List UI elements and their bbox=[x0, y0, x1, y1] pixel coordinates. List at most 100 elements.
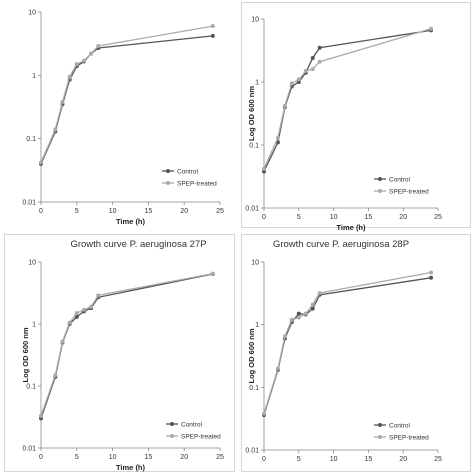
chart1-series-1-point bbox=[210, 33, 215, 38]
chart4-x-tick-label: 20 bbox=[399, 456, 407, 463]
chart3-legend-label-2: SPEP-treated bbox=[181, 433, 221, 440]
chart2-x-tick-label: 5 bbox=[297, 214, 301, 221]
chart3-x-tick-label: 0 bbox=[39, 454, 43, 461]
chart1-series-2-point bbox=[89, 51, 94, 56]
chart1-series-line-1 bbox=[40, 35, 213, 165]
chart4-y-tick-label: 0.1 bbox=[249, 385, 259, 392]
chart3-series-2-point bbox=[89, 304, 94, 309]
chart2-series-line-2 bbox=[263, 28, 432, 169]
chart2-y-axis-label: Log OD 600 nm bbox=[247, 86, 256, 141]
chart2-series-1-point bbox=[310, 56, 315, 61]
chart2-y-tick-label: 1 bbox=[255, 80, 259, 87]
chart3-y-tick-label: 0.01 bbox=[22, 446, 36, 453]
chart4-legend-label-1: Control bbox=[389, 422, 411, 429]
chart4-series-2-point bbox=[317, 291, 322, 296]
chart3-y-tick-label: 0.1 bbox=[26, 384, 36, 391]
chart4-legend-marker-2 bbox=[378, 435, 382, 439]
chart3-x-tick-label: 20 bbox=[180, 454, 188, 461]
chart4-series-2-point bbox=[289, 317, 294, 322]
chart4-series-1-point bbox=[429, 275, 434, 280]
chart-frame-bottom-right bbox=[241, 234, 471, 472]
chart4-x-tick-label: 10 bbox=[330, 456, 338, 463]
chart2-series-2-point bbox=[275, 135, 280, 140]
chart1-x-tick-label: 0 bbox=[39, 208, 43, 215]
chart2-x-tick-label: 10 bbox=[330, 214, 338, 221]
chart4-series-2-point bbox=[310, 302, 315, 307]
chart2-series-2-point bbox=[282, 103, 287, 108]
chart1-x-tick-label: 15 bbox=[145, 208, 153, 215]
chart4-series-1-point bbox=[310, 306, 315, 311]
chart4-series-2-point bbox=[296, 315, 301, 320]
chart2-legend-marker-2 bbox=[378, 189, 382, 193]
chart4-series-2-point bbox=[429, 270, 434, 275]
chart1-series-2-point bbox=[74, 62, 79, 67]
chart4-y-axis-label: Log OD 600 nm bbox=[247, 328, 256, 383]
chart3-series-2-point bbox=[74, 311, 79, 316]
chart1-x-tick-label: 20 bbox=[180, 208, 188, 215]
chart4-series-2-point bbox=[282, 334, 287, 339]
chart-frame-bottom-left bbox=[4, 234, 235, 472]
chart1-series-2-point bbox=[67, 74, 72, 79]
chart1-legend-marker-1 bbox=[166, 169, 170, 173]
chart4-x-tick-label: 5 bbox=[297, 456, 301, 463]
chart3-series-1-point bbox=[74, 314, 79, 319]
chart3-y-tick-label: 1 bbox=[32, 322, 36, 329]
chart3-y-tick-label: 10 bbox=[28, 260, 36, 267]
chart4-series-1-point bbox=[296, 311, 301, 316]
chart1-y-tick-label: 10 bbox=[28, 10, 36, 17]
chart4-title: Growth curve P. aeruginosa 28P bbox=[273, 239, 409, 250]
chart2-series-1-point bbox=[317, 45, 322, 50]
chart1-legend-label-2: SPEP-treated bbox=[177, 180, 217, 187]
chart3-legend-marker-1 bbox=[170, 422, 174, 426]
chart2-series-2-point bbox=[289, 81, 294, 86]
chart3-series-2-point bbox=[39, 413, 43, 418]
chart2-series-2-point bbox=[303, 68, 308, 73]
chart1-x-axis-label: Time (h) bbox=[116, 217, 146, 226]
chart1-x-tick-label: 5 bbox=[75, 208, 79, 215]
chart1-y-tick-label: 1 bbox=[32, 73, 36, 80]
chart-frame-top-right bbox=[241, 2, 471, 228]
chart1-series-2-point bbox=[60, 99, 65, 104]
chart4-series-2-point bbox=[262, 411, 266, 416]
chart2-legend-label-1: Control bbox=[389, 176, 411, 183]
chart3-x-axis-label: Time (h) bbox=[116, 463, 146, 472]
chart2-y-tick-label: 10 bbox=[251, 17, 259, 24]
chart2-series-2-point bbox=[262, 166, 266, 171]
chart3-legend-label-1: Control bbox=[181, 421, 203, 428]
chart4-legend-marker-1 bbox=[378, 423, 382, 427]
chart1-series-2-point bbox=[39, 160, 43, 165]
chart1-x-tick-label: 10 bbox=[109, 208, 117, 215]
chart3-legend-marker-2 bbox=[170, 434, 174, 438]
chart2-y-tick-label: 0.1 bbox=[249, 143, 259, 150]
chart1-y-tick-label: 0.1 bbox=[26, 136, 36, 143]
chart3-series-2-point bbox=[67, 320, 72, 325]
chart3-x-tick-label: 10 bbox=[109, 454, 117, 461]
chart1-series-2-point bbox=[81, 58, 86, 63]
chart1-series-line-2 bbox=[40, 25, 213, 163]
chart4-y-tick-label: 1 bbox=[255, 322, 259, 329]
chart2-series-2-point bbox=[429, 26, 434, 31]
chart2-x-tick-label: 25 bbox=[434, 214, 442, 221]
chart3-x-tick-label: 15 bbox=[145, 454, 153, 461]
chart1-legend-marker-2 bbox=[166, 181, 170, 185]
chart4-x-tick-label: 25 bbox=[434, 456, 442, 463]
chart3-series-2-point bbox=[96, 293, 101, 298]
chart4-x-tick-label: 0 bbox=[262, 456, 266, 463]
chart4-series-2-point bbox=[303, 311, 308, 316]
chart3-series-2-point bbox=[60, 339, 65, 344]
chart1-y-tick-label: 0.01 bbox=[22, 200, 36, 207]
chart2-legend-label-2: SPEP-treated bbox=[389, 188, 429, 195]
chart4-series-line-2 bbox=[263, 271, 432, 414]
chart3-series-2-point bbox=[210, 271, 215, 276]
chart2-x-tick-label: 15 bbox=[365, 214, 373, 221]
chart4-x-tick-label: 15 bbox=[365, 456, 373, 463]
chart1-legend-label-1: Control bbox=[177, 168, 199, 175]
chart2-x-tick-label: 20 bbox=[399, 214, 407, 221]
chart4-series-2-point bbox=[275, 366, 280, 371]
chart3-series-2-point bbox=[53, 373, 58, 378]
chart2-series-2-point bbox=[310, 67, 315, 72]
chart4-y-tick-label: 0.01 bbox=[245, 448, 259, 455]
chart1-series-2-point bbox=[210, 24, 215, 29]
chart2-series-2-point bbox=[296, 77, 301, 82]
